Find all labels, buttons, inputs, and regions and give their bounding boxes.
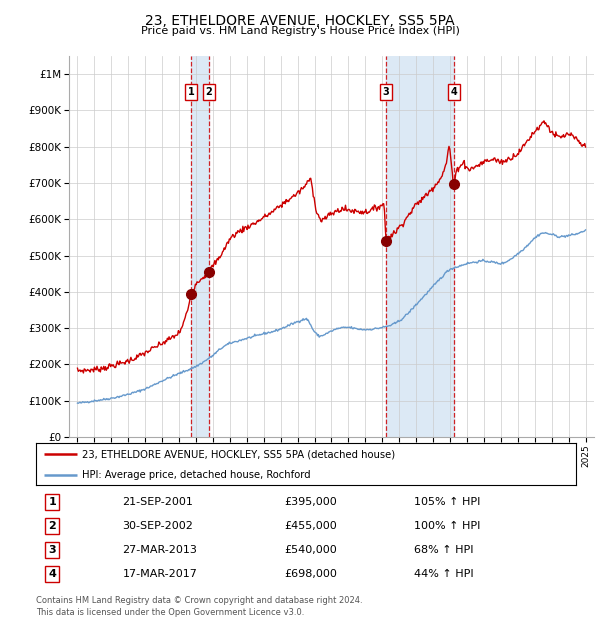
Text: 1: 1 [49, 497, 56, 507]
Text: 21-SEP-2001: 21-SEP-2001 [122, 497, 193, 507]
Text: 30-SEP-2002: 30-SEP-2002 [122, 521, 193, 531]
Text: 4: 4 [450, 87, 457, 97]
Text: 27-MAR-2013: 27-MAR-2013 [122, 546, 197, 556]
Bar [191, 56, 209, 437]
Text: 100% ↑ HPI: 100% ↑ HPI [414, 521, 481, 531]
Text: 2: 2 [49, 521, 56, 531]
Text: 23, ETHELDORE AVENUE, HOCKLEY, SS5 5PA (detached house): 23, ETHELDORE AVENUE, HOCKLEY, SS5 5PA (… [82, 449, 395, 459]
Text: 105% ↑ HPI: 105% ↑ HPI [414, 497, 481, 507]
Text: 17-MAR-2017: 17-MAR-2017 [122, 569, 197, 579]
Text: 4: 4 [48, 569, 56, 579]
Text: HPI: Average price, detached house, Rochford: HPI: Average price, detached house, Roch… [82, 470, 311, 480]
Text: 2: 2 [205, 87, 212, 97]
Text: £455,000: £455,000 [284, 521, 337, 531]
Text: 44% ↑ HPI: 44% ↑ HPI [414, 569, 473, 579]
Text: 68% ↑ HPI: 68% ↑ HPI [414, 546, 473, 556]
Bar [386, 56, 454, 437]
Text: 23, ETHELDORE AVENUE, HOCKLEY, SS5 5PA: 23, ETHELDORE AVENUE, HOCKLEY, SS5 5PA [145, 14, 455, 28]
Text: £540,000: £540,000 [284, 546, 337, 556]
Text: £395,000: £395,000 [284, 497, 337, 507]
Text: 3: 3 [49, 546, 56, 556]
Text: This data is licensed under the Open Government Licence v3.0.: This data is licensed under the Open Gov… [36, 608, 304, 617]
Text: 1: 1 [188, 87, 194, 97]
Text: £698,000: £698,000 [284, 569, 337, 579]
Text: 3: 3 [383, 87, 389, 97]
Text: Contains HM Land Registry data © Crown copyright and database right 2024.: Contains HM Land Registry data © Crown c… [36, 596, 362, 606]
Text: Price paid vs. HM Land Registry's House Price Index (HPI): Price paid vs. HM Land Registry's House … [140, 26, 460, 36]
